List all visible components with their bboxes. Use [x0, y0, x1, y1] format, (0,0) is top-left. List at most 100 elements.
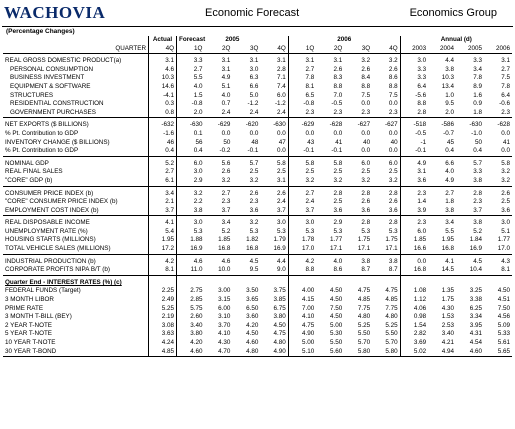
cell-value: 3.8 — [456, 176, 484, 187]
cell-value: 4.30 — [218, 339, 231, 346]
cell-value: 4.30 — [441, 304, 455, 312]
subtitle: (Percentage Changes) — [2, 26, 513, 36]
cell — [399, 53, 429, 58]
cell-value: 2.5 — [277, 168, 286, 176]
cell — [399, 278, 429, 288]
cell — [287, 254, 317, 258]
cell-value: -0.1 — [316, 147, 345, 157]
row-label: EQUIPMENT & SOFTWARE — [10, 82, 91, 90]
cell-value: 0.0 — [388, 129, 398, 137]
cell — [399, 186, 429, 190]
cell-value: 4.80 — [357, 313, 371, 321]
cell-value: 2.53 — [441, 321, 455, 329]
cell-value: 6.6 — [249, 82, 259, 90]
cell-value: 3.2 — [344, 176, 373, 187]
logo: WACHOVIA — [4, 3, 106, 22]
cell-value: 3.7 — [287, 206, 317, 217]
cell-value: 2.6 — [388, 198, 398, 206]
cell-value: 3.1 — [277, 57, 286, 65]
cell-value: 5.3 — [361, 227, 371, 235]
cell-value: 2.6 — [277, 189, 286, 197]
cell-value: 3.80 — [273, 313, 286, 321]
cell-value: -627 — [385, 121, 398, 129]
cell-value: 4.94 — [428, 347, 457, 358]
cell-value: 7.5 — [501, 74, 510, 82]
cell — [148, 53, 177, 58]
cell-value: -629 — [217, 121, 231, 129]
cell — [287, 275, 317, 279]
cell-value: 2.5 — [249, 168, 259, 176]
column-header: 2005 — [456, 44, 484, 55]
cell-value: 2.3 — [287, 108, 317, 119]
row-label: "CORE" GDP (b) — [3, 176, 149, 187]
cell-value: 6.6 — [445, 159, 455, 167]
cell-value: 5.3 — [333, 227, 343, 235]
cell-value: 5.4 — [148, 227, 177, 237]
cell-value: 8.4 — [361, 74, 371, 82]
cell-value: 2.6 — [501, 189, 510, 197]
cell-value: 2.7 — [176, 65, 205, 75]
cell — [287, 117, 317, 122]
cell-value: 4.3 — [501, 257, 510, 265]
cell-value: 3.0 — [176, 219, 205, 228]
cell-value: 1.0 — [445, 91, 455, 99]
cell-value: 2.4 — [232, 108, 261, 119]
cell-value: 5.50 — [385, 330, 398, 338]
table-row: CORPORATE PROFITS NIPA B/T (b) 8.1 11.0 10.… — [3, 266, 512, 276]
table-row: UNEMPLOYMENT RATE (%) 5.4 5.3 5.2 5.3 5.3 5.3 5… — [3, 227, 512, 237]
cell-value: 3.1 — [249, 57, 259, 65]
cell-value: 2.8 — [399, 108, 429, 119]
row-label: TOTAL VEHICLE SALES (MILLIONS) — [3, 245, 149, 255]
cell-value: 4.5 — [473, 257, 482, 265]
cell-value: 8.8 — [287, 266, 317, 276]
cell-value: 4.15 — [287, 296, 317, 305]
cell-value: 4.20 — [246, 321, 259, 329]
cell — [399, 156, 429, 160]
cell-value: 3.1 — [501, 57, 510, 65]
cell-value: 5.80 — [344, 347, 373, 358]
cell-value: 5.5 — [176, 74, 205, 83]
cell-value: 7.50 — [329, 304, 343, 312]
cell-value: 8.8 — [388, 82, 398, 90]
cell-value: 6.50 — [246, 304, 259, 312]
cell-value: 2.4 — [260, 108, 289, 119]
cell-value: 9.5 — [232, 266, 261, 276]
cell-value: 4.75 — [385, 287, 398, 295]
table-row: CONSUMER PRICE INDEX (b) 3.4 3.2 2.7 2.6 2.6 2… — [3, 189, 512, 199]
cell-value: 3.2 — [501, 168, 510, 176]
table-row: RESIDENTIAL CONSTRUCTION 0.3 -0.8 0.7 -1.2 -1… — [3, 100, 512, 109]
separator — [3, 53, 512, 58]
table-row: REAL GROSS DOMESTIC PRODUCT(a) 3.1 3.3 3.1 3… — [3, 57, 512, 66]
cell-value: 6.0 — [361, 159, 371, 167]
cell-value: 0.0 — [361, 129, 371, 137]
cell-value: -620 — [245, 121, 259, 129]
cell-value: 1.82 — [246, 236, 259, 244]
cell-value: 2.8 — [388, 189, 398, 197]
column-header: 2003 — [399, 44, 429, 55]
cell-value: 0.1 — [176, 129, 205, 139]
cell-value: 7.8 — [501, 82, 510, 90]
cell-value: 2.25 — [148, 287, 177, 297]
cell-value: 5.6 — [221, 159, 231, 167]
cell-value: 3.38 — [469, 296, 482, 304]
cell-value: 4.00 — [287, 287, 317, 297]
cell-value: 5.50 — [329, 339, 343, 346]
row-label: CONSUMER PRICE INDEX (b) — [5, 189, 94, 197]
cell-value: 48 — [251, 138, 259, 146]
cell-value: 3.6 — [372, 206, 401, 217]
cell-value: 11.0 — [176, 266, 205, 276]
cell-value: 3.0 — [399, 57, 429, 66]
cell-value: 8.1 — [287, 82, 317, 92]
table-row: STRUCTURES -4.1 1.5 4.0 5.0 6.0 6.5 7.0 7.5 7.5 -5… — [3, 91, 512, 101]
table-row: HOUSING STARTS (MILLIONS) 1.95 1.88 1.85 1.8… — [3, 236, 512, 246]
cell-value: 3.34 — [469, 313, 482, 321]
cell-value: 3.4 — [148, 189, 177, 199]
table-row: TOTAL VEHICLE SALES (MILLIONS) 17.2 16.9 16… — [3, 245, 512, 255]
cell-value: 4.9 — [428, 176, 457, 187]
column-header: 1Q — [176, 44, 205, 55]
cell-value: 4.06 — [399, 304, 429, 314]
cell — [316, 279, 344, 288]
cell-value: 3.85 — [273, 296, 286, 304]
header: WACHOVIA Economic Forecast Economics Gro… — [0, 0, 515, 26]
cell-value: 3.75 — [273, 287, 286, 295]
